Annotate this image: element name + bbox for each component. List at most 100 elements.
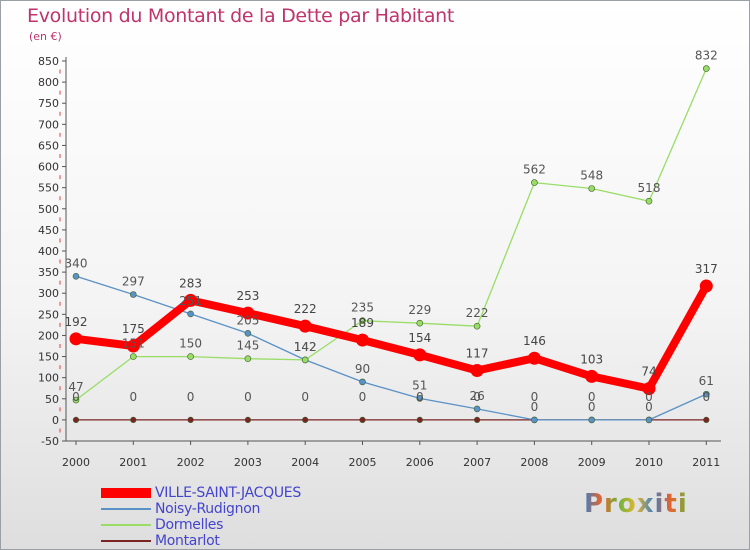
data-point <box>699 279 713 293</box>
x-tick-label: 2000 <box>62 456 90 469</box>
data-label: 189 <box>351 316 374 330</box>
data-label: 283 <box>179 276 202 290</box>
brand-text: Proxiti <box>584 489 688 519</box>
data-point <box>585 369 599 383</box>
data-label: 518 <box>638 181 661 195</box>
data-point <box>702 65 710 72</box>
x-tick-label: 2010 <box>635 456 663 469</box>
data-point <box>531 179 538 186</box>
data-point <box>416 395 424 402</box>
data-point <box>301 356 309 364</box>
data-label: 340 <box>65 256 88 270</box>
x-tick-label: 2009 <box>578 456 606 469</box>
data-label: 150 <box>179 337 202 351</box>
data-label: 151 <box>122 337 145 351</box>
y-tick-label: 650 <box>38 139 59 152</box>
y-tick-label: 0 <box>52 414 59 427</box>
data-label: 0 <box>702 390 710 404</box>
data-point <box>359 416 366 423</box>
data-point <box>72 396 80 404</box>
legend-label: Montarlot <box>155 533 220 549</box>
data-label: 0 <box>645 400 653 414</box>
data-label: 0 <box>72 390 80 404</box>
data-label: 154 <box>408 331 431 345</box>
data-label: 235 <box>351 301 374 315</box>
x-tick-label: 2006 <box>406 456 434 469</box>
data-point <box>126 339 140 353</box>
data-label: 0 <box>531 390 539 404</box>
y-tick-label: 500 <box>38 203 59 216</box>
data-point <box>413 348 427 362</box>
x-tick-label: 2008 <box>520 456 548 469</box>
data-point <box>298 319 312 333</box>
data-label: 548 <box>580 169 603 183</box>
data-point <box>359 317 366 324</box>
data-label: 26 <box>469 389 484 403</box>
data-label: 0 <box>359 390 367 404</box>
data-label: 0 <box>129 390 137 404</box>
y-tick-label: 350 <box>38 266 59 279</box>
y-tick-label: 200 <box>38 329 59 342</box>
data-point <box>187 353 194 360</box>
data-point <box>588 185 596 192</box>
x-tick-label: 2004 <box>291 456 319 469</box>
proxiti-logo: Proxiti <box>584 489 688 519</box>
data-point <box>302 416 309 423</box>
data-point <box>359 378 366 386</box>
y-tick-label: 150 <box>38 351 59 364</box>
data-point <box>642 382 656 396</box>
x-tick-label: 2011 <box>692 456 720 469</box>
data-point <box>703 416 710 423</box>
data-label: 146 <box>523 334 546 348</box>
series-line-dormelles <box>75 67 707 401</box>
data-label: 142 <box>294 340 317 354</box>
data-label: 832 <box>695 49 718 63</box>
data-label: 0 <box>473 390 481 404</box>
y-tick-label: 300 <box>38 287 59 300</box>
data-label: 317 <box>695 262 718 276</box>
data-point <box>473 405 481 413</box>
data-label: 142 <box>294 340 317 354</box>
data-point <box>69 332 83 346</box>
y-tick-label: 600 <box>38 161 59 174</box>
data-point <box>473 322 481 330</box>
data-point <box>72 273 80 280</box>
data-label: 145 <box>236 339 259 353</box>
data-point <box>241 306 255 320</box>
data-label: 297 <box>122 274 145 288</box>
y-tick-label: -50 <box>41 435 59 448</box>
data-label: 0 <box>244 390 252 404</box>
y-tick-label: 450 <box>38 224 59 237</box>
data-label: 222 <box>466 306 489 320</box>
data-label: 205 <box>236 313 259 327</box>
data-label: 0 <box>588 400 596 414</box>
y-tick-label: 100 <box>38 372 59 385</box>
x-tick-label: 2003 <box>234 456 262 469</box>
legend-swatch <box>101 540 151 542</box>
data-label: 61 <box>699 374 714 388</box>
data-label: 117 <box>466 346 489 360</box>
x-tick-label: 2005 <box>349 456 377 469</box>
data-label: 0 <box>531 400 539 414</box>
data-label: 251 <box>179 294 202 308</box>
legend-swatch <box>101 524 151 526</box>
data-label: 90 <box>355 362 370 376</box>
chart-title: Evolution du Montant de la Dette par Hab… <box>27 5 455 27</box>
data-label: 253 <box>236 289 259 303</box>
data-point <box>244 330 252 337</box>
data-point <box>130 416 137 423</box>
data-point <box>244 355 252 362</box>
data-label: 51 <box>412 378 427 392</box>
y-tick-label: 250 <box>38 308 59 321</box>
data-label: 74 <box>641 365 656 379</box>
data-label: 0 <box>645 390 653 404</box>
data-point <box>645 416 653 424</box>
data-point <box>130 291 137 298</box>
series-line-ville-saint-jacques <box>72 282 711 393</box>
data-point <box>184 293 198 307</box>
data-point <box>416 416 423 423</box>
y-tick-label: 800 <box>38 76 59 89</box>
data-point <box>531 416 538 424</box>
